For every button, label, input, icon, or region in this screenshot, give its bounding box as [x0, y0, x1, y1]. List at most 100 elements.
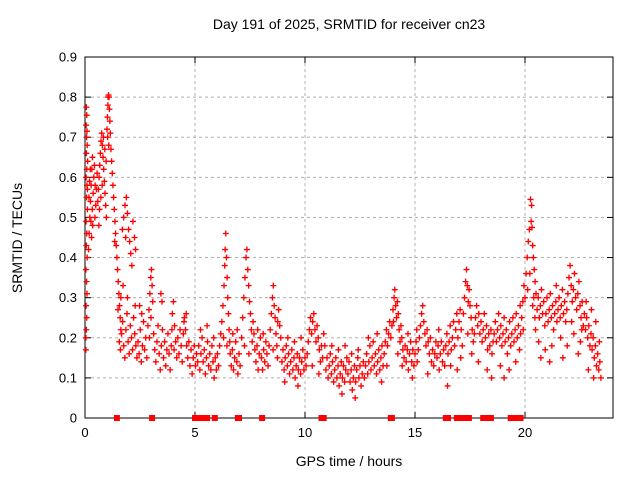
data-point-plus	[110, 194, 117, 201]
data-point-plus	[120, 282, 127, 289]
data-point-plus	[86, 230, 93, 237]
data-point-plus	[241, 274, 248, 281]
data-point-plus	[174, 334, 181, 341]
data-point-plus	[212, 354, 219, 361]
data-point-plus	[83, 122, 90, 129]
data-point-plus	[369, 354, 376, 361]
data-point-plus	[324, 354, 330, 361]
data-point-plus	[243, 246, 250, 253]
data-point-plus	[495, 310, 502, 317]
data-point-plus	[469, 326, 476, 333]
data-point-plus	[162, 362, 169, 369]
data-point-plus	[442, 342, 449, 349]
data-point-plus	[421, 330, 428, 337]
data-point-plus	[254, 342, 261, 349]
data-point-plus	[516, 346, 523, 353]
data-point-plus	[151, 346, 158, 353]
data-point-plus	[320, 330, 327, 337]
data-point-plus	[391, 294, 398, 301]
data-point-plus	[478, 318, 484, 325]
data-point-plus	[517, 330, 524, 337]
data-point-plus	[520, 326, 527, 333]
data-point-plus	[456, 318, 462, 325]
zero-flag-square	[198, 415, 205, 421]
data-point-plus	[509, 314, 516, 321]
data-point-plus	[328, 342, 335, 349]
data-point-plus	[575, 278, 582, 285]
data-point-plus	[559, 286, 566, 293]
data-point-plus	[515, 322, 522, 329]
data-point-plus	[567, 262, 574, 269]
data-point-plus	[256, 350, 263, 357]
data-point-plus	[559, 354, 566, 361]
zero-flag-square	[113, 415, 120, 421]
data-point-plus	[273, 342, 280, 349]
data-point-plus	[261, 358, 268, 365]
data-point-plus	[390, 306, 396, 313]
data-point-plus	[535, 338, 542, 345]
data-point-plus	[83, 112, 90, 119]
data-point-plus	[414, 358, 421, 365]
data-point-plus	[83, 278, 90, 285]
data-point-plus	[572, 294, 579, 301]
data-point-plus	[551, 310, 558, 317]
data-point-plus	[588, 306, 595, 313]
data-point-plus	[519, 298, 526, 305]
data-point-plus	[136, 302, 143, 309]
data-point-plus	[233, 358, 240, 365]
data-point-plus	[419, 302, 426, 309]
data-point-plus	[195, 342, 202, 349]
data-point-plus	[476, 330, 483, 337]
data-point-plus	[107, 146, 114, 153]
data-point-plus	[108, 158, 115, 165]
data-point-plus	[126, 238, 133, 245]
data-point-plus	[240, 294, 247, 301]
data-point-plus	[289, 366, 296, 373]
data-point-plus	[333, 374, 340, 381]
data-point-plus	[111, 218, 118, 225]
data-point-plus	[106, 118, 113, 125]
data-point-plus	[104, 134, 111, 141]
data-point-plus	[239, 314, 246, 321]
data-point-plus	[107, 130, 114, 137]
data-point-plus	[298, 334, 305, 341]
data-point-plus	[342, 342, 349, 349]
data-point-plus	[390, 318, 397, 325]
data-point-plus	[189, 370, 196, 377]
data-point-plus	[178, 342, 185, 349]
data-point-plus	[105, 142, 112, 149]
data-point-plus	[238, 334, 245, 341]
data-point-plus	[438, 338, 445, 345]
data-point-plus	[327, 350, 334, 357]
data-point-plus	[315, 334, 322, 341]
data-point-plus	[83, 314, 90, 321]
data-point-plus	[234, 370, 241, 377]
data-point-plus	[234, 326, 241, 333]
data-point-plus	[96, 206, 103, 213]
data-point-plus	[183, 310, 190, 317]
data-point-plus	[558, 302, 565, 309]
data-point-plus	[144, 322, 151, 329]
data-point-plus	[530, 254, 537, 261]
data-point-plus	[159, 326, 166, 333]
data-point-plus	[381, 350, 388, 357]
data-point-plus	[506, 318, 513, 325]
data-point-plus	[248, 326, 255, 333]
data-point-plus	[94, 170, 101, 177]
data-point-plus	[183, 342, 190, 349]
data-point-plus	[550, 326, 557, 333]
x-tick-label: 10	[298, 425, 312, 440]
data-point-plus	[149, 282, 156, 289]
data-point-plus	[496, 334, 503, 341]
data-point-plus	[210, 334, 217, 341]
data-point-plus	[366, 342, 373, 349]
data-point-plus	[292, 374, 299, 381]
data-point-plus	[335, 362, 341, 369]
data-point-plus	[354, 354, 361, 361]
zero-flag-square	[388, 415, 395, 421]
data-point-plus	[432, 338, 439, 345]
data-point-plus	[122, 234, 129, 241]
data-point-plus	[461, 294, 468, 301]
data-point-plus	[372, 350, 379, 357]
data-point-plus	[86, 178, 93, 185]
